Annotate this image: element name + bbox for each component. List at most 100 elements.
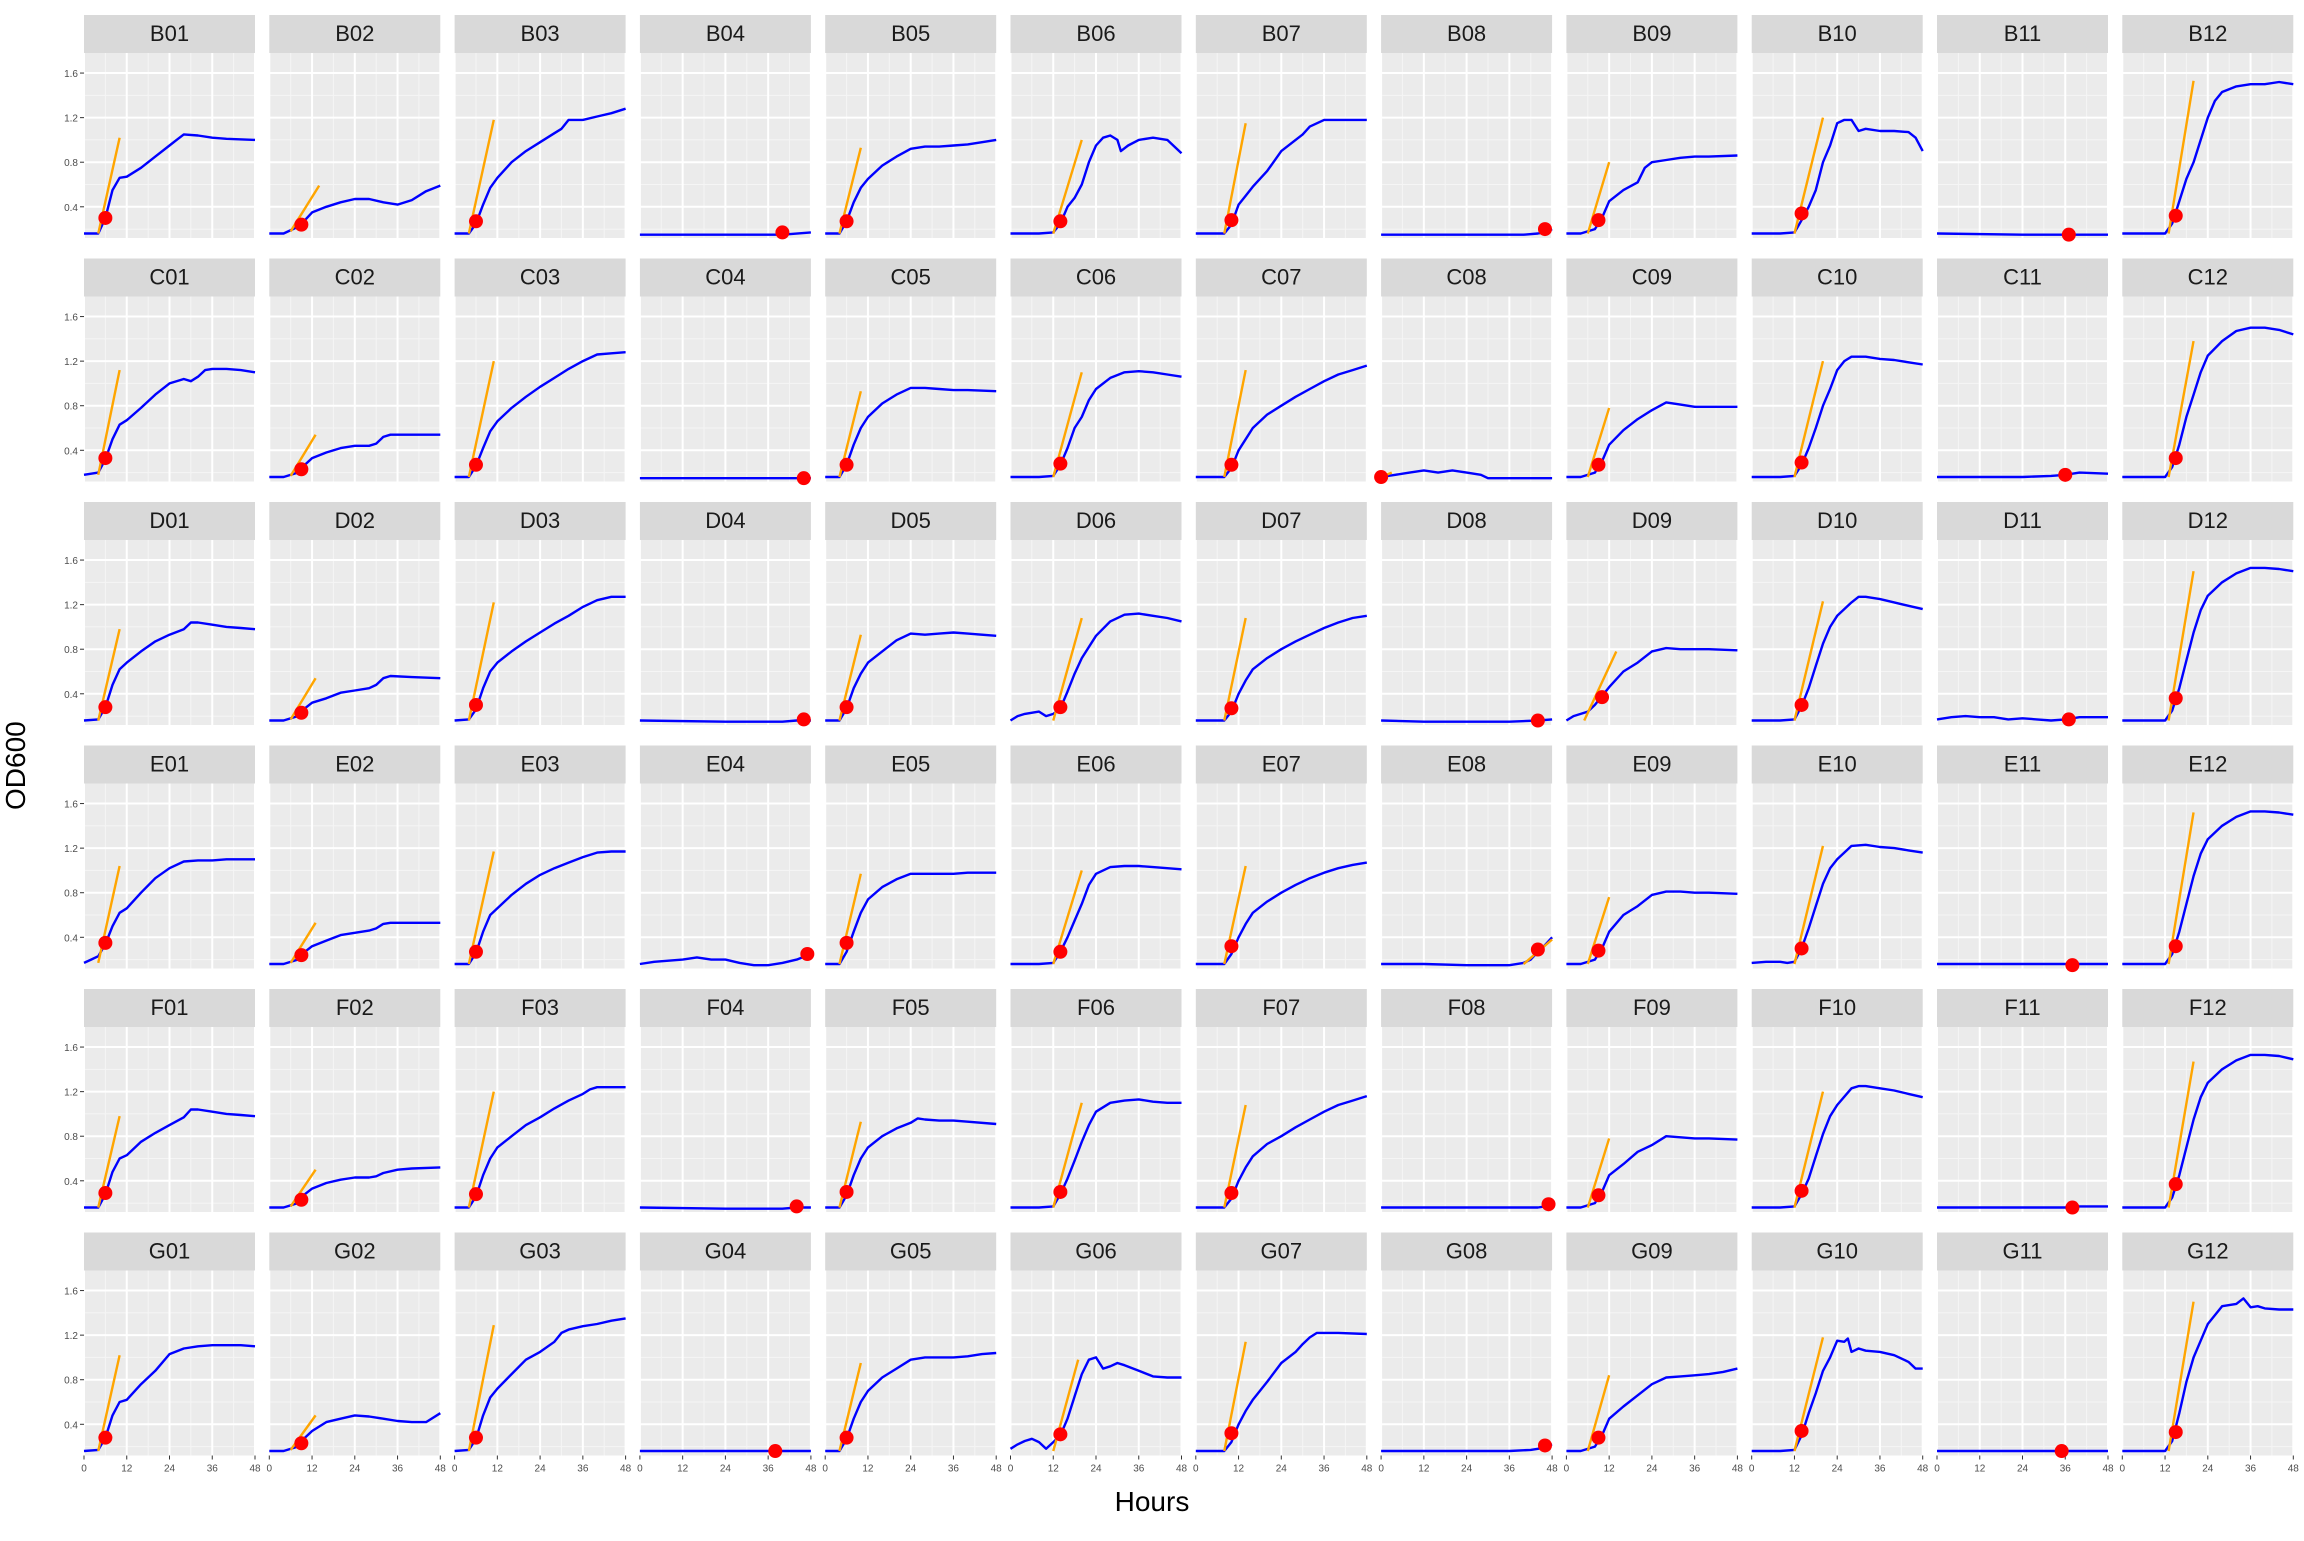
growth-curve [1566,1135,1738,1209]
panel-strip [1751,1232,1923,1271]
panel-title: F04 [706,995,744,1020]
panel-strip [269,1232,441,1271]
panel-title: C09 [1632,265,1672,290]
y-tick-label: 1.2 [64,844,78,855]
tangent-line [2167,80,2195,234]
panel-title: B02 [335,21,374,46]
y-tick-label: 1.2 [64,1331,78,1342]
x-tick-label: 36 [392,1464,404,1475]
panel-strip [454,1232,626,1271]
panel-title: D07 [1261,508,1301,533]
x-tick-label: 24 [2202,1464,2214,1475]
inflection-point [2168,1177,2183,1192]
x-tick-label: 0 [452,1464,458,1475]
inflection-point [1053,1184,1068,1199]
panel-strip [1937,258,2108,297]
panel-strip [825,15,997,53]
inflection-point [775,225,790,240]
panel-E09: E09 [1565,745,1739,969]
inflection-point [839,935,854,950]
panel-C03: C03 [453,258,627,482]
panel-D08: D08 [1380,502,1554,728]
growth-curve [2122,1053,2294,1209]
inflection-point [2065,1200,2080,1215]
inflection-point [1591,1430,1606,1445]
panel-title: G02 [334,1239,376,1264]
inflection-point [1224,1186,1239,1201]
panel-G05: G05 0 12 24 36 48 [822,1232,1002,1475]
y-tick-label: 1.6 [64,1043,78,1054]
y-tick-label: 0.8 [64,645,78,656]
panel-C09: C09 [1565,258,1739,482]
y-tick-label: 0.4 [64,446,78,457]
inflection-point [468,457,483,472]
panel-strip [639,502,811,540]
panel-F07: F07 [1194,989,1368,1212]
x-tick-label: 0 [1934,1464,1940,1475]
growth-curve [84,133,256,235]
panel-title: G10 [1816,1239,1858,1264]
panel-strip [639,745,811,784]
panel-D09: D09 [1565,502,1739,725]
panel-title: D05 [891,508,931,533]
inflection-point [1530,713,1545,728]
x-tick-label: 24 [349,1464,361,1475]
panel-strip [454,502,626,540]
panel-strip [269,745,441,784]
panel-D11: D11 [1936,502,2109,727]
inflection-point [768,1444,783,1459]
y-tick-label: 1.2 [64,357,78,368]
x-tick-label: 12 [306,1464,318,1475]
x-tick-label: 36 [1318,1464,1330,1475]
tangent-line [1586,896,1611,965]
x-tick-label: 48 [1176,1464,1188,1475]
panel-D07: D07 [1194,502,1368,725]
panel-title: B09 [1632,21,1671,46]
inflection-point [468,214,483,229]
x-tick-label: 36 [948,1464,960,1475]
growth-curve [84,1108,256,1209]
x-tick-label: 0 [2120,1464,2126,1475]
panel-strip [454,745,626,784]
inflection-point [1794,1183,1809,1198]
x-tick-label: 12 [1418,1464,1430,1475]
panel-title: F06 [1077,995,1115,1020]
inflection-point [1591,943,1606,958]
panel-title: G05 [890,1239,932,1264]
panel-strip [1010,1232,1182,1271]
panel-F08: F08 [1380,989,1556,1212]
panel-title: E03 [521,752,560,777]
panel-G07: G07 0 12 24 36 48 [1193,1232,1373,1475]
panel-strip [1751,258,1923,297]
panel-title: C10 [1817,265,1857,290]
growth-curve [1009,612,1182,722]
x-tick-label: 24 [1646,1464,1658,1475]
x-tick-label: 0 [267,1464,273,1475]
panel-F10: F10 [1750,989,1924,1212]
panel-title: B08 [1447,21,1486,46]
inflection-point [98,700,113,715]
panel-strip [269,15,441,53]
x-tick-label: 12 [492,1464,504,1475]
x-tick-label: 36 [2245,1464,2257,1475]
panel-D05: D05 [824,502,998,725]
inflection-point [294,1192,309,1207]
inflection-point [1591,213,1606,228]
panel-B10: B10 [1750,15,1924,238]
panel-B03: B03 [453,15,627,238]
growth-curve [1751,1084,1923,1209]
x-tick-label: 12 [677,1464,689,1475]
panel-F09: F09 [1565,989,1739,1212]
panel-C12: C12 [2121,258,2295,482]
panel-B11: B11 [1936,15,2109,242]
panel-strip [2122,15,2294,53]
panel-strip [84,1232,255,1271]
x-axis-title: Hours [1114,1486,1190,1517]
panel-strip [2122,1232,2294,1271]
inflection-point [796,712,811,727]
inflection-point [1794,206,1809,221]
y-tick-label: 0.4 [64,1420,78,1431]
panel-title: C12 [2188,265,2228,290]
x-tick-label: 24 [1461,1464,1473,1475]
x-tick-label: 0 [1378,1464,1384,1475]
